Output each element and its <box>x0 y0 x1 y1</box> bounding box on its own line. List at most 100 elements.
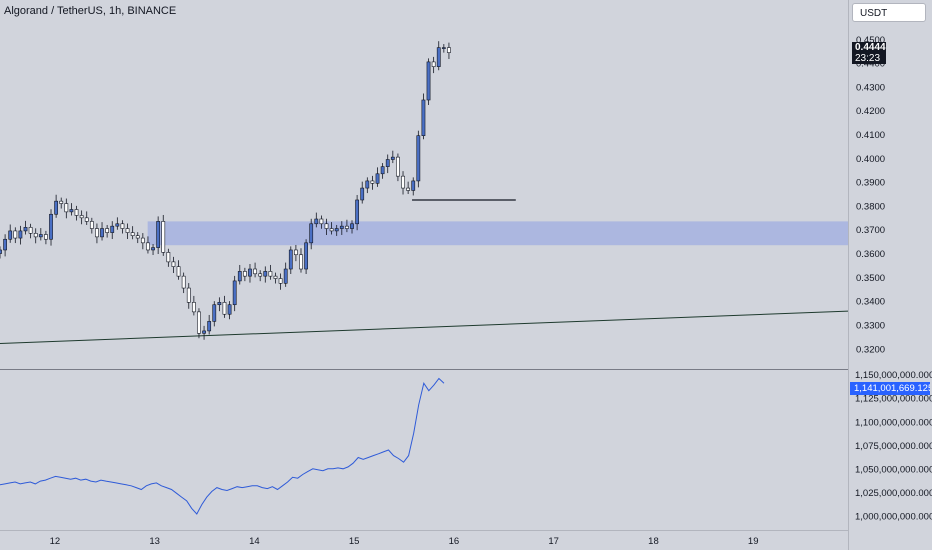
candle-body <box>416 135 421 182</box>
candle-body <box>258 273 263 277</box>
price-tick-label: 0.4400 <box>856 59 885 70</box>
candle-body <box>283 268 288 284</box>
candle-body <box>406 187 411 191</box>
candle-body <box>355 199 359 225</box>
price-tick-label: 0.4100 <box>856 130 885 141</box>
candle-body <box>278 278 283 284</box>
candle-body <box>95 228 99 238</box>
indicator-tick-label: 1,100,000,000.0000 <box>855 417 932 428</box>
indicator-tick-label: 1,025,000,000.0000 <box>855 488 932 499</box>
candle-body <box>202 330 206 334</box>
candle-body <box>89 221 94 229</box>
candle-body <box>33 233 38 238</box>
indicator-tick-label: 1,075,000,000.0000 <box>855 441 932 452</box>
candle-body <box>84 217 89 222</box>
candle-body <box>222 302 227 315</box>
candle-body <box>161 221 166 253</box>
candle-body <box>110 225 115 233</box>
trendline[interactable] <box>0 310 849 345</box>
price-tick-label: 0.4500 <box>856 35 885 46</box>
candle-body <box>156 221 161 248</box>
time-tick-label: 13 <box>149 536 160 547</box>
candle-body <box>350 223 354 229</box>
candle-body <box>314 218 319 225</box>
time-tick-label: 17 <box>548 536 559 547</box>
candle-body <box>288 249 293 270</box>
time-tick-label: 15 <box>349 536 360 547</box>
indicator-pane[interactable] <box>0 377 445 515</box>
candle-body <box>115 223 120 227</box>
price-tick-label: 0.4000 <box>856 154 885 165</box>
candle-body <box>140 237 145 244</box>
candle-body <box>54 200 58 215</box>
indicator-tick-label: 1,150,000,000.0000 <box>855 370 932 381</box>
candle-body <box>304 242 308 270</box>
currency-selector-button[interactable]: USDT <box>852 3 926 22</box>
candle-body <box>441 47 446 49</box>
candle-body <box>227 304 232 315</box>
candle-body <box>186 287 191 303</box>
bar-countdown: 23:23 <box>855 53 881 64</box>
candle-body <box>426 61 431 101</box>
price-pane[interactable] <box>0 41 849 345</box>
candle-body <box>380 166 385 175</box>
candle-body <box>69 209 74 213</box>
candle-body <box>151 247 155 251</box>
last-price-tag: 0.4444 23:23 <box>852 42 886 64</box>
candle-body <box>191 302 196 313</box>
candle-body <box>436 47 441 67</box>
candle-body <box>294 249 298 256</box>
price-tick-label: 0.3200 <box>856 344 885 355</box>
candle-body <box>375 173 380 184</box>
price-tick-label: 0.3500 <box>856 273 885 284</box>
candle-body <box>396 156 400 177</box>
candle-body <box>248 268 252 277</box>
candlestick-series <box>0 41 451 340</box>
candle-body <box>242 271 247 277</box>
time-tick-label: 14 <box>249 536 260 547</box>
time-tick-label: 12 <box>50 536 61 547</box>
candle-body <box>171 261 176 267</box>
support-resistance-zone[interactable] <box>147 221 849 246</box>
candle-body <box>253 268 257 275</box>
candle-body <box>64 203 69 213</box>
candle-body <box>319 218 324 225</box>
candle-body <box>125 228 130 233</box>
candle-body <box>299 254 303 270</box>
candle-body <box>370 180 375 184</box>
candle-body <box>120 223 125 229</box>
candle-body <box>263 271 268 277</box>
indicator-tick-label: 1,000,000,000.0000 <box>855 511 932 522</box>
indicator-tick-label: 1,050,000,000.0000 <box>855 464 932 475</box>
candle-body <box>8 230 13 240</box>
price-tick-label: 0.3900 <box>856 178 885 189</box>
candle-body <box>23 227 28 232</box>
price-tick-label: 0.3600 <box>856 249 885 260</box>
candle-body <box>401 175 405 189</box>
price-tick-label: 0.4300 <box>856 82 885 93</box>
indicator-line <box>0 377 445 515</box>
price-tick-label: 0.3400 <box>856 297 885 308</box>
candle-body <box>273 275 278 279</box>
candle-body <box>217 302 222 306</box>
candle-body <box>329 228 334 232</box>
candle-body <box>13 230 18 239</box>
time-tick-label: 16 <box>449 536 460 547</box>
price-tick-label: 0.4200 <box>856 106 885 117</box>
candle-body <box>3 238 7 251</box>
candle-body <box>166 252 171 263</box>
candle-body <box>237 271 242 282</box>
candle-body <box>176 266 181 277</box>
candle-body <box>390 156 395 160</box>
price-tick-label: 0.3700 <box>856 225 885 236</box>
indicator-tick-label: 1,125,000,000.0000 <box>855 394 932 405</box>
time-axis[interactable]: 12 13 14 15 16 17 18 19 <box>50 536 759 547</box>
candle-body <box>345 225 349 229</box>
price-axis[interactable]: 0.4500 0.4400 0.4300 0.4200 0.4100 0.4000 0.39… <box>856 35 885 355</box>
candle-body <box>74 209 79 216</box>
candle-body <box>360 187 365 201</box>
indicator-axis[interactable]: 1,150,000,000.0000 1,125,000,000.0000 1,10… <box>855 370 932 522</box>
indicator-last-value-tag: 1,141,001,669.1254 <box>850 382 930 395</box>
